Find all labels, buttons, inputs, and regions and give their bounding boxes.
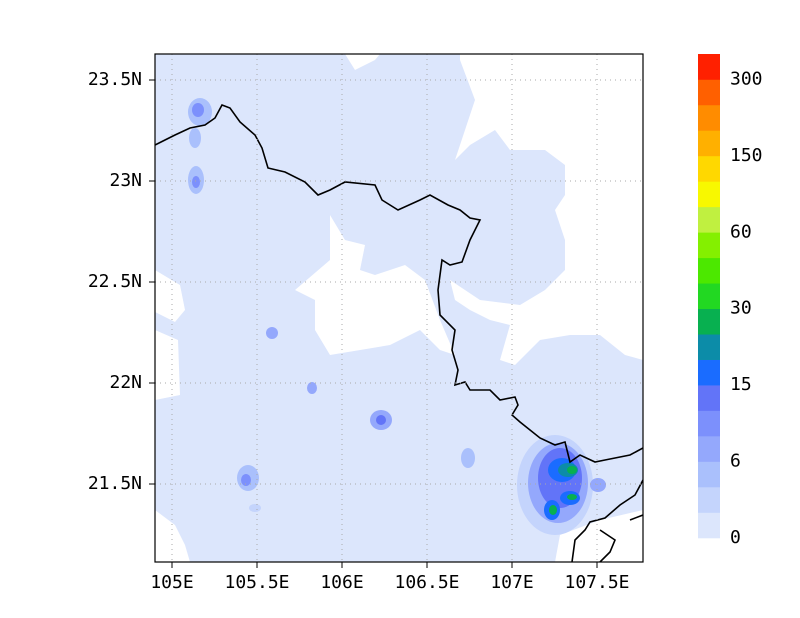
colorbar-label: 15 (730, 374, 752, 395)
colorbar-box (698, 104, 720, 131)
y-tick-label: 23.5N (88, 69, 142, 90)
colorbar-label: 30 (730, 298, 752, 319)
colorbar-box (698, 130, 720, 157)
colorbar-box (698, 206, 720, 233)
colorbar-box (698, 461, 720, 488)
y-tick-label: 22.5N (88, 271, 142, 292)
colorbar-box (698, 512, 720, 539)
y-tick-label: 23N (109, 170, 142, 191)
x-tick-label: 106.5E (394, 572, 459, 593)
map-field (155, 54, 643, 562)
colorbar-box (698, 79, 720, 106)
colorbar-box (698, 155, 720, 182)
colorbar-label: 60 (730, 221, 752, 242)
colorbar-box (698, 232, 720, 259)
y-tick-label: 22N (109, 372, 142, 393)
x-tick-label: 107.5E (564, 572, 629, 593)
colorbar-label: 300 (730, 68, 763, 89)
x-tick-label: 105E (150, 572, 193, 593)
colorbar-box (698, 487, 720, 513)
colorbar-label: 0 (730, 527, 741, 548)
colorbar-label: 6 (730, 451, 741, 472)
x-tick-label: 107E (490, 572, 533, 593)
y-tick-label: 21.5N (88, 473, 142, 494)
axes: 105E 105.5E 106E 106.5E 107E 107.5E 23.5N 23N 22… (88, 69, 630, 593)
plot-frame (154, 53, 644, 563)
colorbar-box (698, 436, 720, 462)
colorbar-box (698, 181, 720, 208)
no-data-areas (155, 54, 643, 562)
colorbar-box (698, 257, 720, 284)
colorbar-box (698, 334, 720, 360)
colorbar-box (698, 410, 720, 437)
colorbar-box (698, 359, 720, 386)
x-tick-label: 106E (320, 572, 363, 593)
colorbar-label: 150 (730, 145, 763, 166)
colorbar-box (698, 385, 720, 411)
colorbar-box (698, 308, 720, 335)
colorbar-box (698, 54, 720, 80)
colorbar: 0 6 15 30 60 150 300 (698, 54, 763, 548)
colorbar-box (698, 283, 720, 310)
x-tick-label: 105.5E (224, 572, 289, 593)
